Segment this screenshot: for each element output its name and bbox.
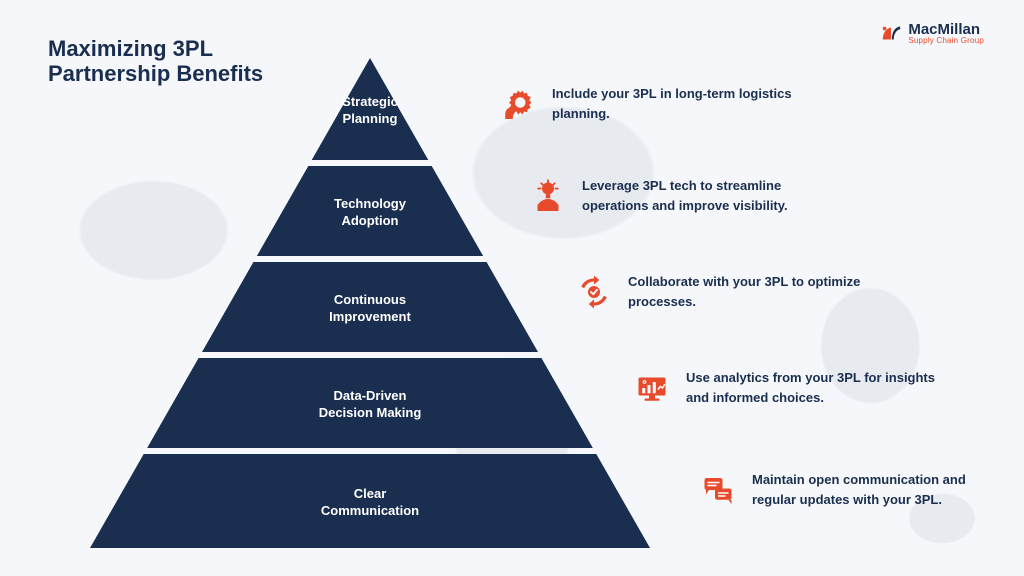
callout-1: Leverage 3PL tech to streamline operatio…: [530, 176, 842, 215]
logo-name: MacMillan: [908, 22, 984, 37]
callout-text-4: Maintain open communication and regular …: [752, 470, 1000, 509]
pyramid-level-3: [147, 358, 593, 448]
pyramid-label-1-line1: Technology: [334, 196, 407, 211]
callout-text-0: Include your 3PL in long-term logistics …: [552, 84, 812, 123]
pyramid-label-0-line1: Strategic: [342, 94, 398, 109]
analytics-screen-icon: [634, 370, 670, 406]
pyramid-label-4-line2: Communication: [321, 503, 419, 518]
pyramid-label-1-line2: Adoption: [341, 213, 398, 228]
pyramid-label-3-line2: Decision Making: [319, 405, 422, 420]
logo-subtitle: Supply Chain Group: [908, 37, 984, 45]
gear-head-icon: [500, 86, 536, 122]
cycle-check-icon: [576, 274, 612, 310]
pyramid-label-0-line2: Planning: [343, 111, 398, 126]
pyramid-label-2-line2: Improvement: [329, 309, 411, 324]
pyramid-diagram: Strategic Planning Technology Adoption Conti…: [90, 58, 650, 558]
callout-text-3: Use analytics from your 3PL for insights…: [686, 368, 946, 407]
callout-2: Collaborate with your 3PL to optimize pr…: [576, 272, 888, 311]
callout-3: Use analytics from your 3PL for insights…: [634, 368, 946, 407]
callout-text-1: Leverage 3PL tech to streamline operatio…: [582, 176, 842, 215]
lightbulb-hand-icon: [530, 178, 566, 214]
pyramid-label-4-line1: Clear: [354, 486, 387, 501]
pyramid-label-3-line1: Data-Driven: [334, 388, 407, 403]
callout-4: Maintain open communication and regular …: [700, 470, 1000, 509]
chat-bubbles-icon: [700, 472, 736, 508]
pyramid-level-2: [202, 262, 538, 352]
pyramid-level-4: [90, 454, 650, 548]
pyramid-label-2-line1: Continuous: [334, 292, 406, 307]
pyramid-level-0: [312, 58, 429, 160]
callout-text-2: Collaborate with your 3PL to optimize pr…: [628, 272, 888, 311]
callout-0: Include your 3PL in long-term logistics …: [500, 84, 812, 123]
pyramid-level-1: [257, 166, 483, 256]
brand-logo: MacMillan Supply Chain Group: [880, 22, 984, 45]
logo-mark-icon: [880, 23, 902, 45]
